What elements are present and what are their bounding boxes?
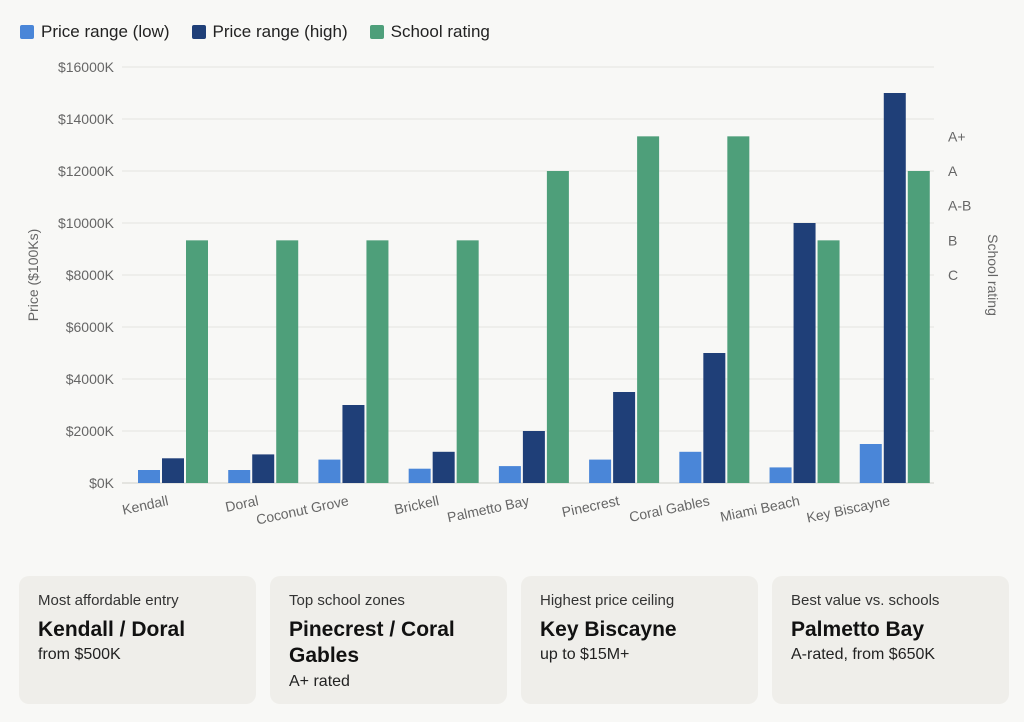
legend-swatch-low bbox=[20, 25, 34, 39]
card-title: Pinecrest / Coral Gables bbox=[289, 618, 455, 668]
bar-price-low bbox=[138, 470, 160, 483]
bar-price-high bbox=[703, 353, 726, 483]
bar-price-high bbox=[252, 454, 275, 483]
legend-label-low: Price range (low) bbox=[41, 22, 170, 41]
legend-label-high: Price range (high) bbox=[212, 22, 348, 41]
y-tick-label: $14000K bbox=[58, 111, 115, 127]
x-tick-label: Doral bbox=[224, 492, 260, 515]
y-tick-label: $0K bbox=[89, 475, 115, 491]
x-tick-label: Key Biscayne bbox=[805, 492, 892, 525]
y2-tick-label: A bbox=[948, 163, 958, 179]
y-tick-label: $4000K bbox=[66, 371, 115, 387]
y-tick-label: $2000K bbox=[66, 423, 115, 439]
bar-price-low bbox=[318, 459, 341, 483]
legend-item-high[interactable]: Price range (high) bbox=[191, 22, 348, 42]
y-tick-label: $6000K bbox=[66, 319, 115, 335]
legend-item-low[interactable]: Price range (low) bbox=[20, 22, 170, 42]
bar-price-low bbox=[859, 444, 882, 483]
chart-legend: Price range (low) Price range (high) Sch… bbox=[20, 22, 490, 42]
x-tick-label: Palmetto Bay bbox=[446, 492, 531, 525]
x-tick-label: Miami Beach bbox=[719, 492, 801, 524]
x-tick-label: Pinecrest bbox=[560, 492, 621, 520]
bar-school-rating bbox=[817, 240, 840, 483]
summary-card: Most affordable entry Kendall / Doral fr… bbox=[19, 576, 256, 704]
card-title: Palmetto Bay bbox=[791, 618, 925, 641]
bar-school-rating bbox=[456, 240, 479, 483]
bar-school-rating bbox=[186, 240, 208, 483]
bar-chart: $0K $2000K $4000K $6000K $8000K $10000K $12000… bbox=[25, 59, 1001, 528]
legend-item-school[interactable]: School rating bbox=[369, 22, 490, 42]
card-label: Highest price ceiling bbox=[540, 592, 675, 609]
bar-price-high bbox=[883, 93, 906, 483]
summary-cards: Most affordable entry Kendall / Doral fr… bbox=[19, 576, 1009, 704]
bar-school-rating bbox=[546, 171, 569, 483]
card-label: Best value vs. schools bbox=[791, 592, 940, 609]
bar-school-rating bbox=[276, 240, 299, 483]
y2-tick-label: C bbox=[948, 267, 958, 283]
bar-price-low bbox=[589, 459, 612, 483]
y2-tick-label: A-B bbox=[948, 198, 971, 214]
card-label: Most affordable entry bbox=[38, 592, 179, 609]
y2-tick-label: B bbox=[948, 232, 957, 248]
bar-price-high bbox=[793, 223, 816, 483]
legend-label-school: School rating bbox=[390, 22, 490, 41]
card-subtitle: from $500K bbox=[38, 646, 121, 664]
card-label: Top school zones bbox=[289, 592, 405, 609]
card-title: Kendall / Doral bbox=[38, 618, 186, 641]
summary-card: Highest price ceiling Key Biscayne up to… bbox=[521, 576, 758, 704]
bar-price-high bbox=[613, 392, 636, 483]
bar-school-rating bbox=[366, 240, 389, 483]
bar-school-rating bbox=[907, 171, 930, 483]
bar-price-low bbox=[498, 466, 521, 483]
summary-card: Best value vs. schools Palmetto Bay A-ra… bbox=[772, 576, 1009, 704]
y-tick-label: $12000K bbox=[58, 163, 115, 179]
bar-price-high bbox=[432, 451, 455, 483]
y2-axis-label: School rating bbox=[985, 234, 1001, 316]
x-tick-label: Coral Gables bbox=[628, 492, 711, 525]
bar-price-low bbox=[228, 470, 251, 483]
y-tick-label: $10000K bbox=[58, 215, 115, 231]
card-subtitle: A-rated, from $650K bbox=[791, 646, 936, 664]
x-tick-label: Brickell bbox=[393, 492, 440, 517]
bar-school-rating bbox=[637, 136, 660, 484]
y-tick-label: $16000K bbox=[58, 59, 115, 75]
bar-price-low bbox=[769, 467, 792, 483]
card-subtitle: up to $15M+ bbox=[540, 646, 630, 664]
bar-price-high bbox=[522, 431, 545, 483]
bar-school-rating bbox=[727, 136, 750, 484]
bar-price-low bbox=[408, 468, 431, 483]
summary-card: Top school zones Pinecrest / Coral Gable… bbox=[270, 576, 507, 704]
card-title: Key Biscayne bbox=[540, 618, 677, 641]
x-tick-label: Kendall bbox=[121, 492, 170, 517]
bar-price-high bbox=[342, 405, 365, 483]
y2-tick-label: A+ bbox=[948, 128, 966, 144]
legend-swatch-high bbox=[191, 25, 206, 39]
y-tick-label: $8000K bbox=[66, 267, 115, 283]
y-axis-label: Price ($100Ks) bbox=[25, 229, 41, 322]
bar-price-high bbox=[162, 458, 184, 483]
bar-price-low bbox=[679, 451, 702, 483]
legend-swatch-school bbox=[369, 25, 384, 39]
card-subtitle: A+ rated bbox=[289, 672, 350, 690]
x-tick-label: Coconut Grove bbox=[255, 492, 351, 527]
